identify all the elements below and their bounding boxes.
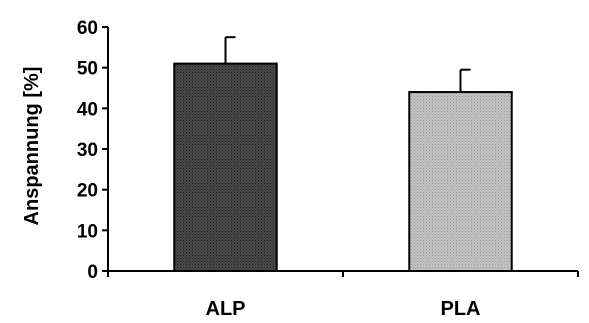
x-axis-labels: ALP PLA (206, 298, 481, 320)
x-axis-ticks (107, 271, 579, 277)
y-tick-label: 10 (77, 221, 98, 242)
x-category-label: PLA (441, 298, 481, 320)
y-tick-label: 50 (77, 59, 98, 80)
y-tick-label: 40 (77, 99, 98, 120)
y-tick-label: 30 (77, 140, 98, 161)
y-tick-label: 0 (87, 262, 98, 283)
bars-group (173, 62, 513, 272)
y-axis-title: Anspannung [%] (21, 67, 43, 226)
y-tick-label: 20 (77, 181, 98, 202)
x-category-label: ALP (206, 298, 246, 320)
bar-pla (408, 91, 513, 272)
y-axis-ticks: 0 10 20 30 40 50 60 (77, 18, 108, 283)
y-tick-label: 60 (77, 18, 98, 39)
error-bars-group (224, 36, 471, 93)
bar-alp (173, 62, 278, 272)
